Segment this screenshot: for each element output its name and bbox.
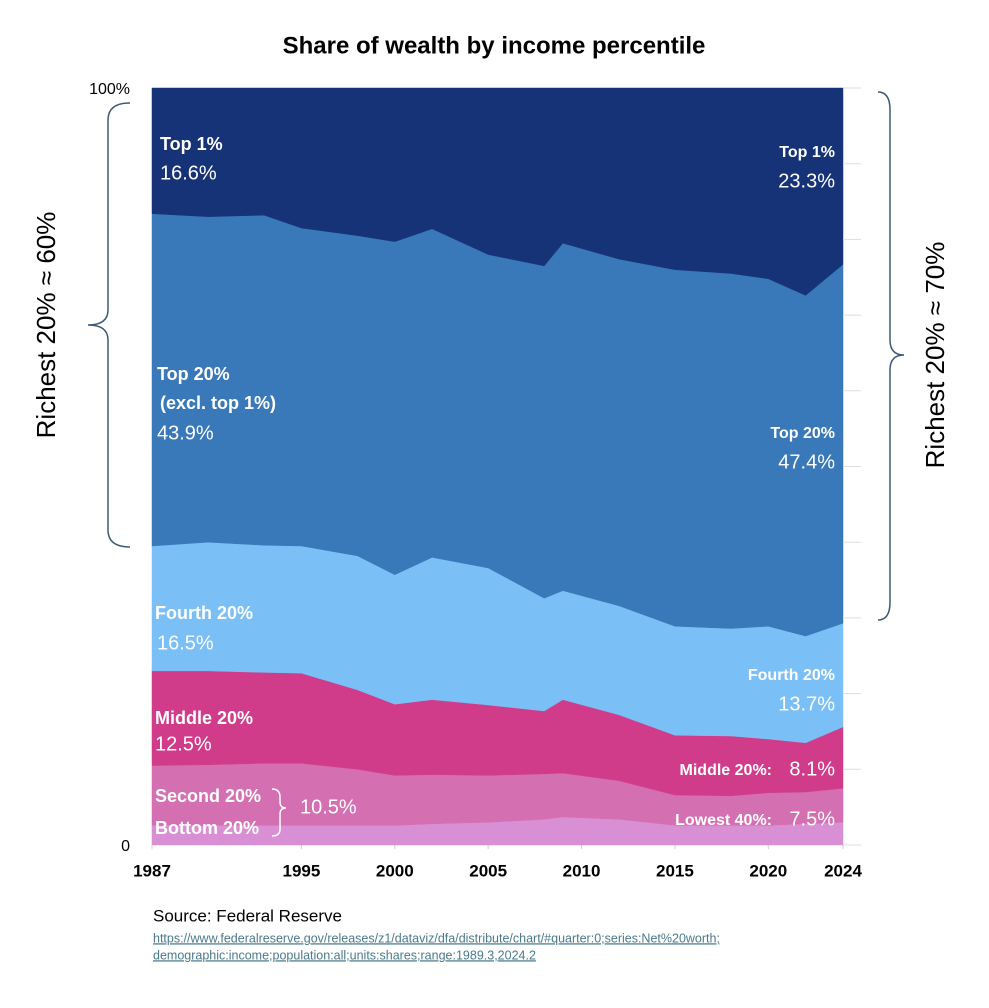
area [151,87,844,296]
source: Source: Federal Reserve [153,906,342,925]
annotation: Top 20% [157,364,230,384]
x-tick-label: 2024 [824,861,862,880]
x-tick-label: 2000 [376,861,414,880]
annotation: 16.6% [160,162,217,184]
annotation: 12.5% [155,733,212,755]
annotation: 8.1% [789,758,835,780]
x-tick-label: 1987 [133,861,171,880]
annotation: Top 1% [779,144,835,161]
x-tick-label: 2005 [469,861,507,880]
annotation: 16.5% [157,632,214,654]
annotation: 13.7% [778,693,835,715]
bottom-bracket [271,788,287,837]
annotation: Fourth 20% [748,667,835,684]
annotation: (excl. top 1%) [160,393,276,413]
x-tick-label: 2010 [563,861,601,880]
x-tick-label: 1995 [282,861,320,880]
annotation: Second 20% [155,786,261,806]
side-label: Richest 20% ≈ 60% [31,212,61,439]
source-url[interactable]: demographic:income;population:all;units:… [153,948,536,962]
annotation: Middle 20% [155,708,253,728]
y-tick-label: 100% [89,81,130,98]
plot [151,87,844,846]
annotation: Bottom 20% [155,818,259,838]
annotation: Lowest 40%: [675,812,772,829]
right-brace [877,91,905,621]
annotation: 47.4% [778,451,835,473]
source-url[interactable]: https://www.federalreserve.gov/releases/… [153,931,720,945]
left-brace [87,102,131,548]
annotation: Middle 20%: [680,762,772,779]
annotation: 23.3% [778,170,835,192]
annotation: 43.9% [157,422,214,444]
annotation: Top 20% [770,425,835,442]
x-tick-label: 2015 [656,861,694,880]
annotation: 7.5% [789,808,835,830]
x-tick-label: 2020 [749,861,787,880]
annotation: 10.5% [300,796,357,818]
side-label: Richest 20% ≈ 70% [920,242,950,469]
annotation: Fourth 20% [155,603,253,623]
y-tick-label: 0 [121,838,130,855]
chart-title: Share of wealth by income percentile [283,32,706,59]
annotation: Top 1% [160,134,223,154]
